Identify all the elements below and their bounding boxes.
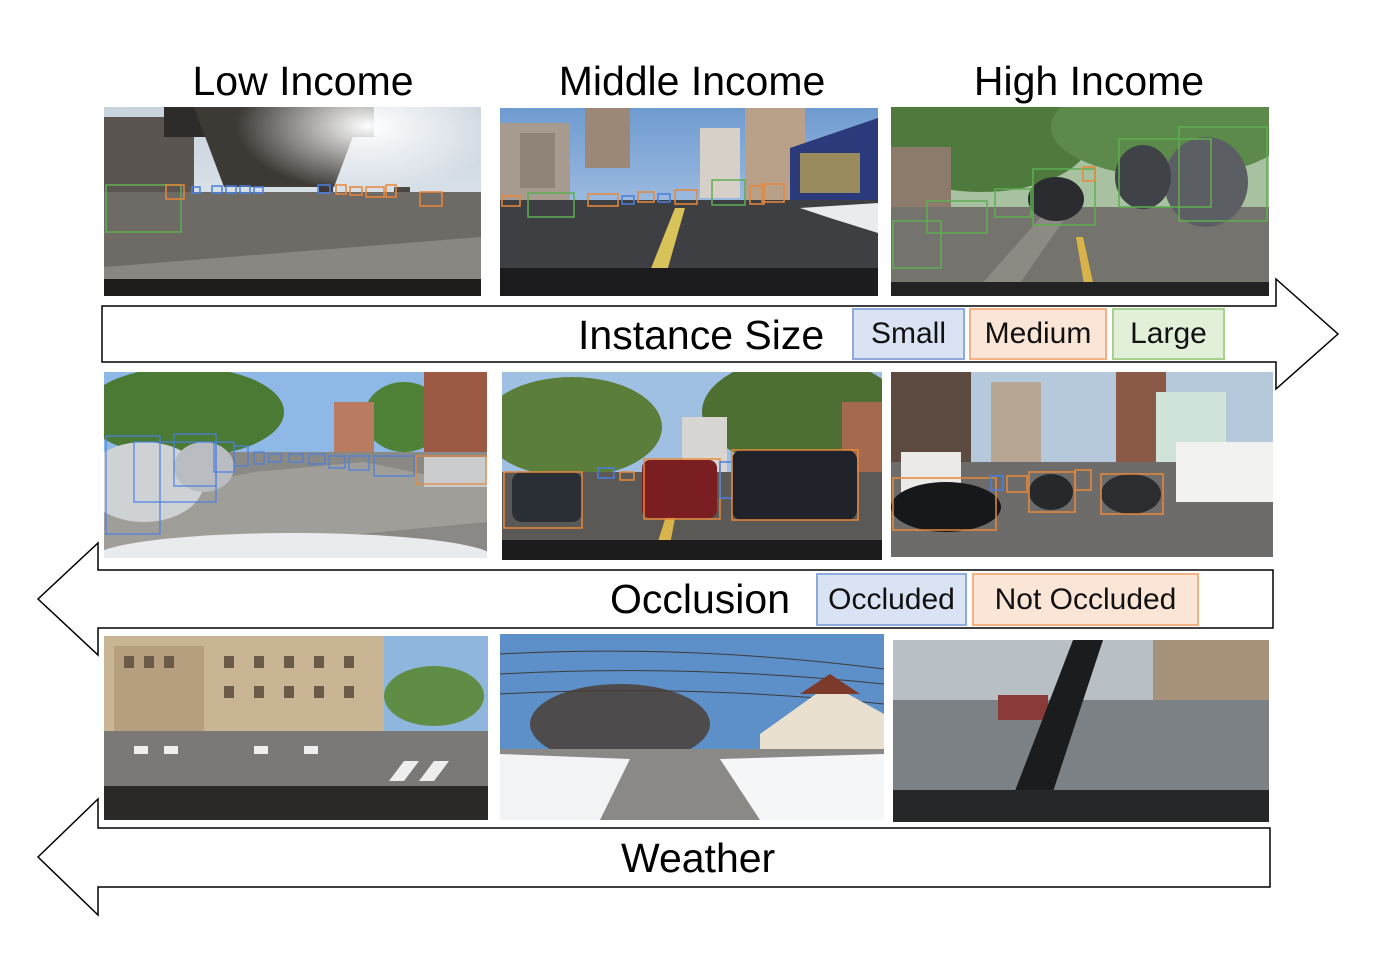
chip-occluded: Occluded (816, 573, 967, 626)
chip-medium: Medium (969, 308, 1107, 360)
chip-large: Large (1112, 308, 1225, 360)
photo-high-income-weather (893, 640, 1269, 822)
chip-not-occluded: Not Occluded (972, 573, 1199, 626)
column-title-middle-income: Middle Income (558, 58, 826, 104)
photo-low-income-instance-size (104, 107, 481, 296)
photo-low-income-occlusion (104, 372, 487, 558)
occlusion-label: Occlusion (610, 576, 791, 622)
photo-middle-income-occlusion (502, 372, 882, 560)
instance-size-label: Instance Size (578, 312, 825, 358)
occlusion-arrow (36, 541, 1274, 657)
photo-middle-income-weather (500, 634, 884, 820)
photo-high-income-instance-size (891, 107, 1269, 296)
photo-middle-income-instance-size (500, 108, 878, 296)
weather-arrow (36, 797, 1271, 917)
photo-low-income-weather (104, 636, 488, 820)
photo-high-income-occlusion (891, 372, 1273, 557)
weather-label: Weather (621, 835, 776, 881)
instance-size-arrow (101, 277, 1340, 391)
column-title-high-income: High Income (973, 58, 1205, 104)
column-title-low-income: Low Income (192, 58, 414, 104)
chip-small: Small (852, 308, 965, 360)
